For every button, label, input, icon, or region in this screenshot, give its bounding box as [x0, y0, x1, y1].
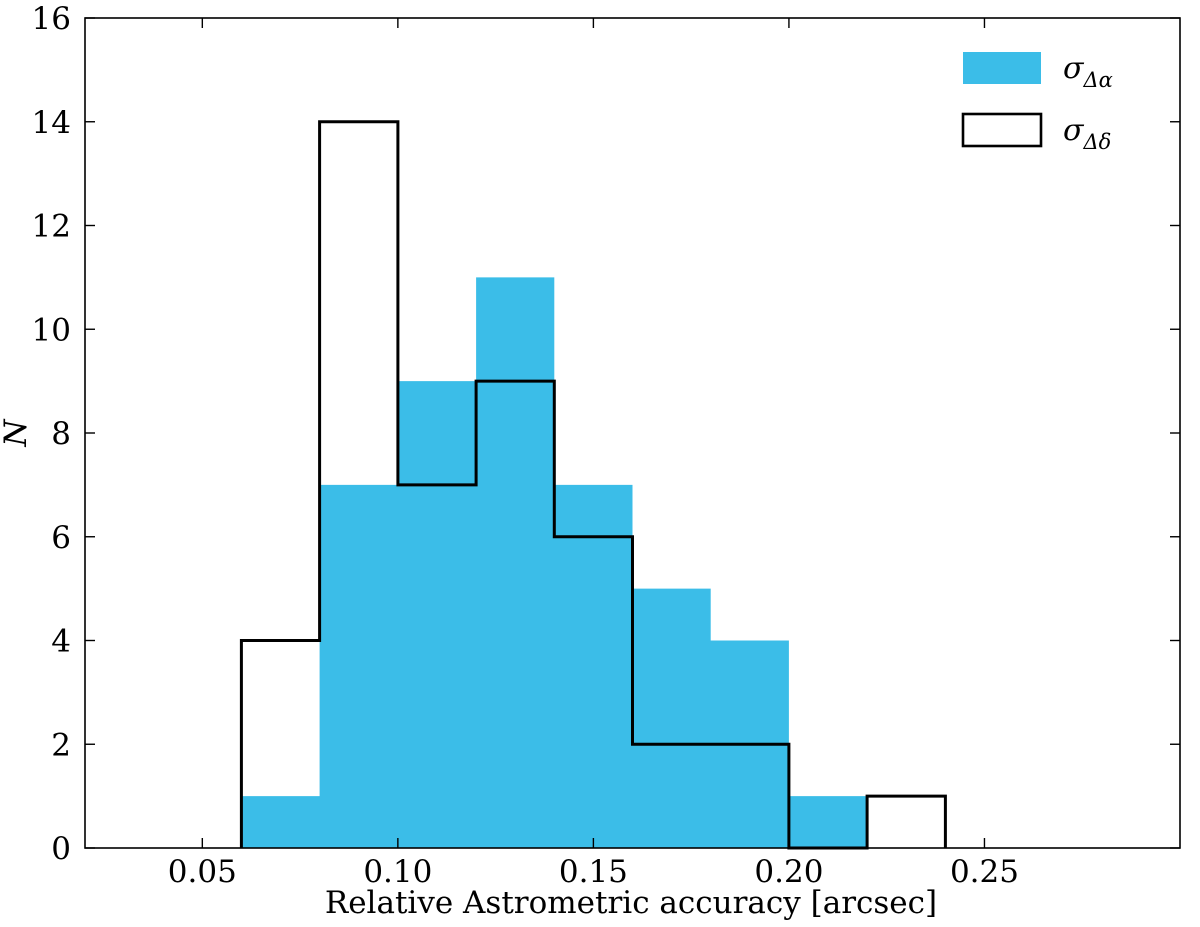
y-tick-label: 2	[51, 727, 71, 763]
y-tick-label: 16	[32, 1, 71, 37]
x-tick-label: 0.05	[168, 854, 237, 890]
histogram-filled-sigma-delta-alpha	[241, 277, 946, 848]
x-axis-label: Relative Astrometric accuracy [arcsec]	[325, 885, 937, 921]
legend-swatch-sigma-delta-delta	[961, 112, 1043, 148]
y-tick-label: 14	[32, 105, 71, 141]
x-tick-label: 0.10	[363, 854, 432, 890]
legend-swatch-sigma-delta-alpha	[963, 52, 1041, 84]
y-tick-label: 12	[32, 209, 71, 245]
x-tick-label: 0.25	[950, 854, 1019, 890]
x-tick-label: 0.15	[559, 854, 628, 890]
y-axis-label: N	[0, 418, 34, 448]
plot-area: 0.05 0.10 0.15 0.20 0.25 0 2 4 6 8 10 12 14 16 σΔα σΔδ	[32, 1, 1181, 890]
y-tick-label: 6	[51, 520, 71, 556]
y-tick-label: 8	[51, 416, 71, 452]
x-tick-label: 0.20	[754, 854, 823, 890]
y-tick-label: 0	[51, 831, 71, 867]
legend-label-sigma-delta-alpha: σΔα	[1063, 51, 1113, 92]
legend-label-sigma-delta-delta: σΔδ	[1063, 113, 1111, 154]
y-tick-label: 4	[51, 624, 71, 660]
y-tick-label: 10	[32, 312, 71, 348]
